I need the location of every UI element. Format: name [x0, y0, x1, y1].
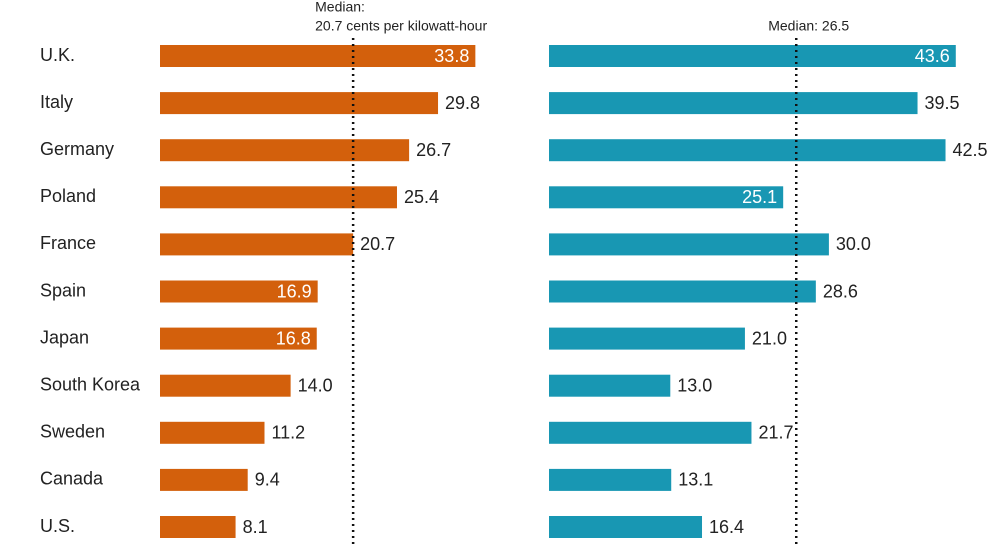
value-label: 29.8 — [445, 93, 480, 113]
bar — [549, 280, 816, 303]
chart-title: INDUSTRIAL — [160, 0, 243, 3]
value-label: 9.4 — [255, 470, 280, 490]
bar — [160, 327, 317, 350]
category-label: U.S. — [40, 516, 75, 536]
value-label: 16.8 — [276, 328, 311, 348]
bar — [160, 233, 354, 256]
bar — [160, 92, 439, 115]
bar — [160, 421, 265, 444]
value-label: 28.6 — [823, 281, 858, 301]
value-label: 16.4 — [709, 517, 744, 537]
category-label: Poland — [40, 186, 96, 206]
category-label: Spain — [40, 280, 86, 300]
value-label: 30.0 — [836, 234, 871, 254]
bar — [160, 45, 476, 67]
value-label: 20.7 — [360, 234, 395, 254]
bar — [549, 374, 671, 397]
bar — [549, 45, 956, 67]
category-label: Japan — [40, 327, 89, 347]
chart-title: DOMESTIC — [549, 0, 623, 3]
category-label: France — [40, 233, 96, 253]
bar — [549, 516, 703, 538]
bar — [549, 327, 745, 350]
bar — [549, 421, 752, 444]
median-annotation: Median: 26.5 — [768, 18, 849, 34]
median-annotation: 20.7 cents per kilowatt-hour — [315, 18, 487, 34]
category-label: Italy — [40, 92, 73, 112]
value-label: 21.0 — [752, 328, 787, 348]
category-label: Sweden — [40, 422, 105, 442]
value-label: 42.5 — [953, 140, 988, 160]
value-label: 13.1 — [678, 470, 713, 490]
bar — [160, 468, 248, 491]
median-annotation: Median: — [315, 0, 365, 15]
bar — [549, 233, 829, 256]
value-label: 16.9 — [277, 281, 312, 301]
bar — [549, 186, 784, 209]
category-label: South Korea — [40, 374, 141, 394]
value-label: 13.0 — [677, 375, 712, 395]
bar — [549, 468, 672, 491]
category-label: Germany — [40, 139, 114, 159]
value-label: 25.1 — [742, 187, 777, 207]
value-label: 39.5 — [925, 93, 960, 113]
bar — [160, 374, 291, 397]
category-label: Canada — [40, 469, 104, 489]
bar — [160, 516, 236, 538]
value-label: 25.4 — [404, 187, 439, 207]
value-label: 14.0 — [298, 375, 333, 395]
bar — [549, 139, 946, 162]
category-label: U.K. — [40, 45, 75, 65]
bar — [160, 280, 318, 303]
bar — [160, 186, 397, 209]
value-label: 43.6 — [915, 46, 950, 66]
value-label: 8.1 — [243, 517, 268, 537]
bar — [160, 139, 410, 162]
value-label: 21.7 — [758, 423, 793, 443]
value-label: 33.8 — [434, 46, 469, 66]
bar — [549, 92, 918, 115]
value-label: 26.7 — [416, 140, 451, 160]
value-label: 11.2 — [271, 423, 305, 443]
